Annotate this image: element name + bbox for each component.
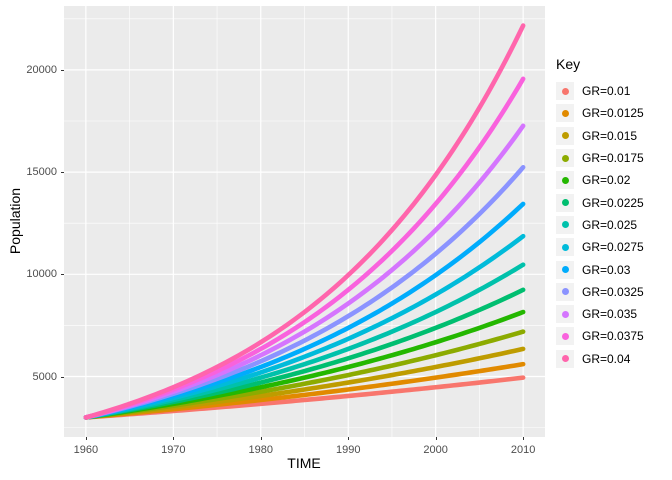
legend-key [556, 215, 574, 234]
plot-panel [64, 6, 545, 437]
legend-point-icon [561, 332, 569, 340]
legend-key [556, 238, 574, 257]
y-tick-label: 10000 [26, 268, 57, 281]
legend-key [556, 104, 574, 123]
legend-entry: GR=0.01 [556, 80, 644, 102]
legend-point-icon [561, 266, 569, 274]
legend-point-icon [561, 109, 569, 117]
legend-point-icon [561, 199, 569, 207]
legend-entries: GR=0.01 GR=0.0125 GR=0.015 GR=0.0175 GR=0.02… [556, 80, 644, 370]
legend-entry-label: GR=0.035 [582, 307, 638, 322]
legend-entry: GR=0.0225 [556, 191, 644, 213]
legend-entry: GR=0.04 [556, 348, 644, 370]
legend-entry: GR=0.0125 [556, 102, 644, 124]
legend-entry: GR=0.025 [556, 214, 644, 236]
legend-title: Key [556, 56, 581, 72]
legend-key [556, 349, 574, 368]
legend-entry: GR=0.03 [556, 258, 644, 280]
legend-point-icon [561, 355, 569, 363]
x-tick-mark [435, 437, 437, 440]
legend-point-icon [561, 221, 569, 229]
x-tick-mark [348, 437, 350, 440]
legend-key [556, 171, 574, 190]
legend-entry-label: GR=0.01 [582, 84, 631, 99]
y-tick-label: 20000 [26, 63, 57, 76]
x-tick-mark [260, 437, 262, 440]
legend-key [556, 193, 574, 212]
legend-point-icon [561, 87, 569, 95]
legend-point-icon [561, 243, 569, 251]
legend-entry: GR=0.035 [556, 303, 644, 325]
y-axis-title: Population [7, 187, 23, 255]
legend-key [556, 82, 574, 101]
legend-entry-label: GR=0.0375 [582, 329, 644, 344]
x-axis-title: TIME [287, 455, 321, 471]
series-line-GR=0.04 [83, 23, 526, 420]
legend: Key GR=0.01 GR=0.0125 GR=0.015 GR=0.0175 GR=… [556, 56, 644, 370]
legend-entry-label: GR=0.0275 [582, 240, 644, 255]
legend-key [556, 149, 574, 168]
x-tick-label: 1980 [248, 444, 274, 456]
legend-entry-label: GR=0.04 [582, 351, 631, 366]
legend-entry: GR=0.02 [556, 169, 644, 191]
legend-point-icon [561, 288, 569, 296]
x-tick-label: 2000 [423, 444, 448, 456]
y-tick-mark [61, 274, 64, 276]
x-tick-label: 1990 [335, 444, 361, 456]
x-tick-label: 2010 [510, 444, 536, 456]
x-tick-mark [173, 437, 175, 440]
legend-entry: GR=0.0375 [556, 325, 644, 347]
legend-point-icon [561, 310, 569, 318]
y-tick-mark [61, 69, 64, 71]
legend-entry: GR=0.0175 [556, 147, 644, 169]
legend-entry-label: GR=0.015 [582, 128, 638, 143]
legend-key [556, 327, 574, 346]
legend-entry: GR=0.015 [556, 125, 644, 147]
y-tick-label: 5000 [32, 370, 57, 383]
legend-key [556, 260, 574, 279]
legend-point-icon [561, 132, 569, 140]
legend-entry-label: GR=0.0175 [582, 151, 644, 166]
legend-entry-label: GR=0.025 [582, 217, 638, 232]
legend-entry-label: GR=0.03 [582, 262, 631, 277]
x-tick-label: 1960 [73, 444, 99, 456]
legend-key [556, 126, 574, 145]
legend-entry-label: GR=0.0225 [582, 195, 644, 210]
y-tick-mark [61, 376, 64, 378]
x-tick-mark [85, 437, 87, 440]
legend-key [556, 282, 574, 301]
legend-entry-label: GR=0.02 [582, 173, 631, 188]
x-tick-mark [523, 437, 525, 440]
legend-entry: GR=0.0325 [556, 281, 644, 303]
legend-point-icon [561, 154, 569, 162]
legend-point-icon [561, 176, 569, 184]
legend-key [556, 305, 574, 324]
x-tick-label: 1970 [161, 444, 186, 456]
y-tick-label: 15000 [26, 166, 57, 179]
legend-entry-label: GR=0.0325 [582, 284, 644, 299]
y-tick-mark [61, 172, 64, 174]
legend-entry-label: GR=0.0125 [582, 106, 644, 121]
legend-entry: GR=0.0275 [556, 236, 644, 258]
